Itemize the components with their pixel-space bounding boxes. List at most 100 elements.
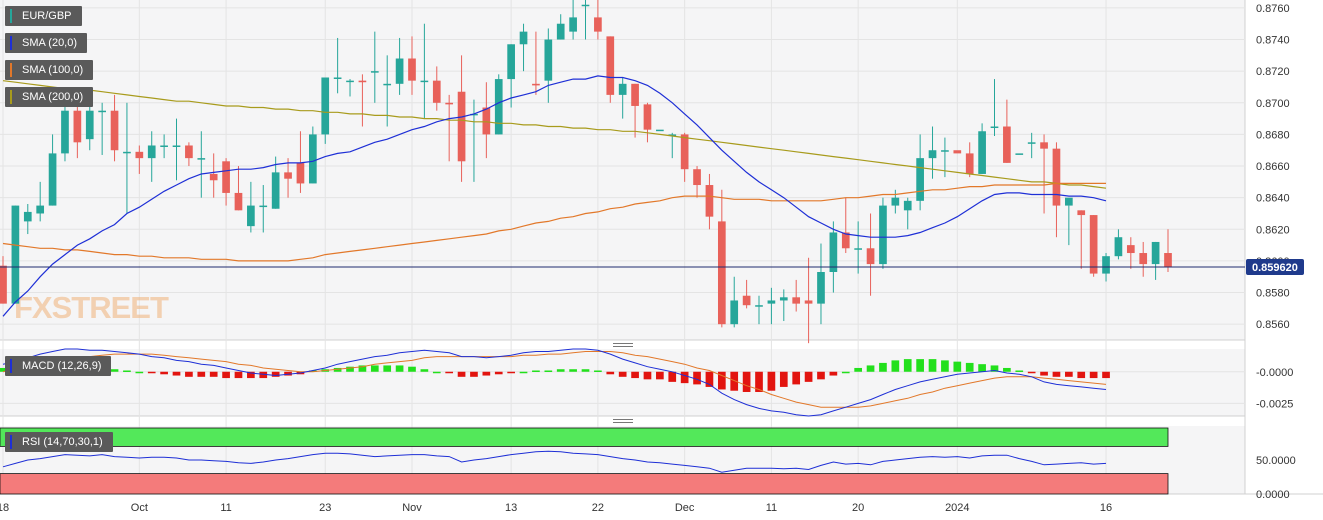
candle-body [85,110,94,140]
fxstreet-watermark: FXSTREET [14,290,169,325]
macd-histogram-bar [358,365,367,372]
price-tick-label: 0.8640 [1256,193,1290,205]
candle-body [73,110,82,143]
macd-histogram-bar [1077,371,1086,379]
candle-body [631,83,639,106]
legend-sma20: SMA (20,0) [5,33,88,53]
macd-histogram-bar [705,371,714,387]
macd-histogram-bar [866,365,875,372]
macd-histogram-bar [519,371,528,374]
macd-histogram-bar [247,371,255,379]
rsi-line [2,450,1107,473]
macd-histogram-bar [953,361,962,372]
candle-body [222,161,230,193]
macd-histogram-bar [544,370,553,372]
candle-body [779,297,788,301]
macd-tick-label: -0.0000 [1256,367,1293,379]
candle-body [928,150,937,159]
rsi-tick-label: 0.0000 [1256,489,1290,501]
candle-body [829,232,838,272]
macd-histogram-bar [395,365,404,372]
candle-body [556,23,565,40]
candle-body [61,110,69,154]
candle-body [891,197,900,206]
candle-body [742,295,751,306]
macd-histogram-bar [222,371,230,379]
macd-histogram-bar [383,365,392,372]
macd-histogram-bar [804,371,813,382]
candle-body [284,172,292,179]
price-tick-label: 0.8720 [1256,66,1290,78]
candle-body [879,205,887,265]
candle-body [1139,253,1148,265]
candle-body [296,162,305,184]
candle-body [395,58,404,84]
legend-eurgbp-label: EUR/GBP [22,10,72,22]
legend-sma200-swatch [10,90,12,104]
candle-body [470,113,478,116]
candle-body [755,305,763,307]
candle-body [457,91,466,162]
legend-eurgbp: EUR/GBP [5,6,82,26]
candle-body [1040,142,1048,149]
candle-body [197,158,206,160]
candle-body [606,36,615,95]
candle-body [308,134,317,184]
candle-body [717,221,726,325]
candle-body [1015,153,1024,155]
legend-sma100-swatch [10,63,12,77]
candle-body [569,17,577,32]
candle-body [271,172,280,209]
macd-histogram-bar [556,369,565,372]
macd-histogram-bar [1052,371,1061,377]
candle-body [792,297,801,304]
legend-macd: MACD (12,26,9) [5,356,112,376]
rsi-oversold-zone [0,473,1169,495]
candle-body [36,205,45,214]
candle-body [1089,215,1098,274]
macd-histogram-bar [532,370,540,372]
candle-body [866,248,875,265]
last-price-tag [1246,258,1304,275]
macd-histogram-bar [767,371,776,391]
candle-body [854,248,863,250]
candle-body [705,185,714,217]
macd-histogram-bar [470,371,478,377]
price-tick-label: 0.8580 [1256,288,1290,300]
macd-histogram-bar [965,362,974,372]
candle-body [160,145,168,147]
price-tick-label: 0.8680 [1256,129,1290,141]
macd-histogram-bar [581,369,590,372]
candle-body [1164,253,1172,268]
candle-body [494,79,503,135]
legend-sma20-swatch [10,36,12,50]
x-tick-label: Nov [402,502,422,514]
macd-histogram-bar [445,371,454,374]
sma20-line [2,75,1107,317]
x-tick-label: Oct [131,502,148,514]
candle-body [259,205,268,208]
macd-histogram-bar [1102,371,1110,379]
candle-body [953,150,962,154]
legend-sma200: SMA (200,0) [5,87,94,107]
macd-histogram-bar [779,371,788,387]
candle-body [23,211,32,222]
macd-histogram-bar [1003,367,1011,372]
macd-histogram-bar [668,371,677,382]
candle-body [841,232,850,249]
macd-histogram-bar [631,371,639,379]
candle-body [1151,241,1160,265]
price-tick-label: 0.8760 [1256,3,1290,15]
macd-histogram-bar [928,359,937,372]
macd-histogram-bar [482,371,491,376]
candle-body [321,77,330,135]
candle-body [432,80,441,103]
sma200-line [2,80,1107,189]
macd-histogram-bar [209,371,218,377]
sma100-line [2,182,1106,262]
candle-body [1102,256,1110,274]
legend-macd-swatch [10,359,12,373]
macd-histogram-bar [606,371,615,375]
macd-histogram-bar [370,365,379,372]
